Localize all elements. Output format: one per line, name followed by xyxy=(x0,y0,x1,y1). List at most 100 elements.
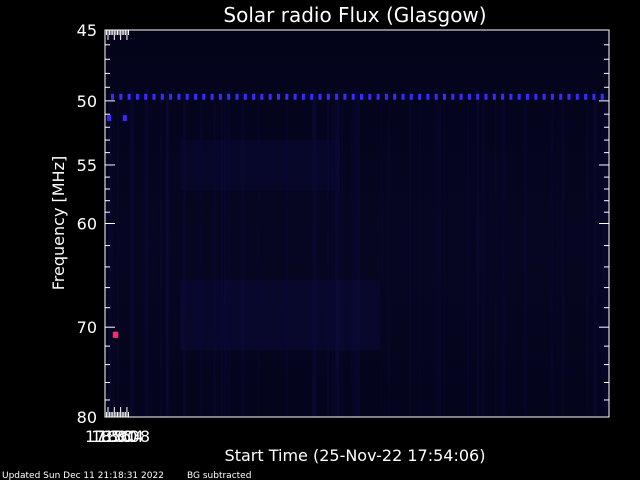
band-dot xyxy=(401,93,405,100)
texture-stripe xyxy=(586,90,589,417)
band-dot xyxy=(418,93,422,100)
band-dot xyxy=(550,93,554,100)
texture-patch xyxy=(180,140,340,190)
x-axis-label: Start Time (25-Nov-22 17:54:06) xyxy=(225,446,486,465)
band-dot xyxy=(127,93,131,100)
band-dot xyxy=(592,93,596,100)
band-dot xyxy=(202,93,206,100)
texture-stripe xyxy=(159,90,163,417)
hot-spots xyxy=(107,115,127,338)
texture-stripe xyxy=(354,90,358,417)
band-dot xyxy=(227,93,231,100)
texture-stripe xyxy=(108,90,111,417)
texture-stripe xyxy=(481,90,485,417)
band-dot xyxy=(343,93,347,100)
texture-stripe xyxy=(117,90,120,417)
y-tick-label: 50 xyxy=(77,92,97,111)
band-dot xyxy=(335,93,339,100)
band-dot xyxy=(443,93,446,100)
texture-patch xyxy=(180,280,380,350)
band-dot xyxy=(210,93,214,100)
band-dot xyxy=(218,93,222,100)
band-dot xyxy=(243,93,247,100)
texture-stripe xyxy=(436,90,438,417)
band-dot xyxy=(368,93,372,100)
band-dot xyxy=(393,93,397,100)
texture-stripe xyxy=(227,90,231,417)
texture-stripe xyxy=(258,90,260,417)
band-dot xyxy=(144,93,148,100)
texture-stripe xyxy=(146,90,148,417)
hot-spot xyxy=(107,115,112,122)
band-dot xyxy=(235,93,239,100)
band-dot xyxy=(484,93,488,100)
texture-stripe xyxy=(165,90,170,417)
texture-stripe xyxy=(434,90,436,417)
y-tick-label: 55 xyxy=(77,156,97,175)
band-dot xyxy=(360,93,363,100)
band-dot xyxy=(177,93,181,100)
band-dot xyxy=(285,93,289,100)
texture-stripe xyxy=(501,90,506,417)
texture-stripe xyxy=(286,90,288,417)
texture-stripe xyxy=(144,90,149,417)
band-dot xyxy=(185,93,189,100)
y-tick-label: 80 xyxy=(77,408,97,427)
texture-stripe xyxy=(331,90,334,417)
texture-stripe xyxy=(145,90,149,417)
texture-stripe xyxy=(221,90,223,417)
y-tick-label: 70 xyxy=(77,318,97,337)
texture-stripe xyxy=(356,90,361,417)
texture-stripe xyxy=(332,90,335,417)
texture-stripe xyxy=(437,90,442,417)
texture-stripe xyxy=(224,90,228,417)
texture-stripe xyxy=(601,90,605,417)
band-dot xyxy=(575,93,579,100)
band-dot xyxy=(277,93,280,100)
texture-stripe xyxy=(550,90,554,417)
texture-stripe xyxy=(494,90,497,417)
band-dot xyxy=(194,93,197,100)
band-dot xyxy=(492,93,496,100)
texture-stripe xyxy=(314,90,317,417)
band-dot xyxy=(451,93,455,100)
band-dot xyxy=(252,93,256,100)
band-dot xyxy=(467,93,471,100)
updated-timestamp: Updated Sun Dec 11 21:18:31 2022 xyxy=(2,471,164,480)
spectrogram-texture xyxy=(108,90,607,417)
band-dot xyxy=(152,93,156,100)
band-dot xyxy=(426,93,430,100)
band-dot xyxy=(111,93,114,100)
texture-stripe xyxy=(466,90,470,417)
texture-stripe xyxy=(173,90,176,417)
band-dot xyxy=(584,93,588,100)
y-axis: 45 50 55 60 70 80 xyxy=(77,21,609,427)
texture-stripe xyxy=(213,90,216,417)
texture-stripe xyxy=(341,90,343,417)
band-dot xyxy=(459,93,463,100)
hot-spot xyxy=(122,115,127,122)
texture-stripe xyxy=(477,90,480,417)
band-dot xyxy=(310,93,314,100)
texture-stripe xyxy=(561,90,565,417)
texture-stripe xyxy=(223,90,227,417)
band-dot xyxy=(318,93,322,100)
texture-stripe xyxy=(200,90,203,417)
band-dot xyxy=(501,93,505,100)
texture-stripe xyxy=(523,90,526,417)
texture-stripe xyxy=(387,90,390,417)
y-tick-label: 60 xyxy=(77,215,97,234)
texture-stripe xyxy=(353,90,356,417)
band-dot xyxy=(384,93,388,100)
texture-stripe xyxy=(327,90,329,417)
texture-stripe xyxy=(419,90,421,417)
texture-stripe xyxy=(556,90,559,417)
texture-stripe xyxy=(312,90,316,417)
texture-stripe xyxy=(326,90,329,417)
band-dot xyxy=(326,93,330,100)
band-dot xyxy=(559,93,563,100)
texture-stripe xyxy=(312,90,314,417)
band-dot xyxy=(509,93,513,100)
chart-title: Solar radio Flux (Glasgow) xyxy=(223,3,486,27)
